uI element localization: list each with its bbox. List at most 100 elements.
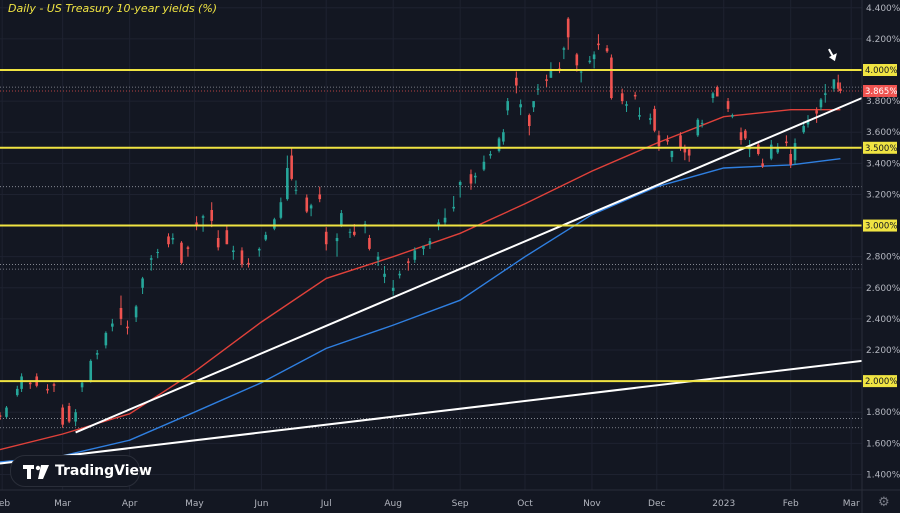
candle-body xyxy=(545,79,548,81)
y-axis[interactable]: 1.400% 1.600% 1.800% 2.200% 2.400% 2.600% 2.80… xyxy=(861,0,900,513)
tradingview-logo[interactable]: TradingView xyxy=(10,455,152,487)
candle-body xyxy=(785,141,788,144)
candle-body xyxy=(119,308,123,319)
gear-icon[interactable]: ⚙ xyxy=(878,495,890,510)
x-tick-label: May xyxy=(185,499,204,509)
candle-body xyxy=(5,407,8,417)
candle-body xyxy=(506,101,509,111)
candle-body xyxy=(532,101,535,108)
y-tick-label: 3.200% xyxy=(866,190,900,200)
tradingview-logo-icon xyxy=(23,464,49,479)
candle-body xyxy=(335,238,339,242)
candle-body xyxy=(625,104,628,106)
moving-average-red xyxy=(0,109,841,451)
candle-body xyxy=(610,57,613,98)
x-tick-label: Dec xyxy=(648,499,665,509)
candle-body xyxy=(489,154,492,156)
candle-body xyxy=(89,360,93,382)
candle-body xyxy=(700,122,704,124)
candle-body xyxy=(566,18,570,38)
level-label-bg xyxy=(863,64,897,76)
candle-body xyxy=(52,384,56,386)
trendline[interactable] xyxy=(0,359,863,465)
candle-body xyxy=(232,250,235,252)
candle-body xyxy=(28,382,32,385)
candle-body xyxy=(793,143,797,161)
candle-body xyxy=(757,144,760,154)
candle-body xyxy=(666,140,669,142)
candle-body xyxy=(186,247,190,249)
y-tick-label: 2.800% xyxy=(866,253,900,263)
level-label: 3.500% xyxy=(865,144,897,154)
candle-body xyxy=(819,99,823,108)
x-tick-label: Oct xyxy=(517,499,533,509)
y-tick-label: 4.200% xyxy=(866,35,900,45)
candle-body xyxy=(633,94,637,97)
trendline[interactable] xyxy=(75,97,863,434)
x-tick-label: Jul xyxy=(320,499,332,509)
candle-body xyxy=(353,231,356,235)
candle-body xyxy=(836,82,840,89)
candle-body xyxy=(744,130,747,139)
candle-body xyxy=(149,258,153,260)
candle-body xyxy=(413,250,417,260)
x-tick-label: Feb xyxy=(783,499,799,509)
candle-body xyxy=(305,197,309,212)
candle-body xyxy=(290,155,293,179)
candle-body xyxy=(216,238,220,248)
candle-body xyxy=(502,132,505,142)
candle-body xyxy=(482,161,486,170)
level-label: 4.000% xyxy=(865,66,897,76)
candle-body xyxy=(210,210,214,221)
trendlines[interactable] xyxy=(0,97,863,465)
candle-body xyxy=(549,70,553,78)
candle-body xyxy=(294,189,298,191)
candle-body xyxy=(683,147,687,153)
candle-body xyxy=(398,273,401,276)
candle-body xyxy=(806,121,810,125)
candle-body xyxy=(104,332,108,346)
candle-body xyxy=(340,213,343,226)
candle-body xyxy=(575,54,579,66)
y-tick-label: 3.600% xyxy=(866,128,900,138)
candle-body xyxy=(95,353,99,355)
candle-body xyxy=(324,231,328,245)
moving-averages xyxy=(0,109,841,463)
horizontal-levels[interactable]: 4.000% 3.500% 3.000% 2.000% 3.865% xyxy=(0,64,897,388)
y-tick-label: 3.800% xyxy=(866,97,900,107)
candle-body xyxy=(368,238,371,249)
last-price-label-bg xyxy=(863,85,897,97)
candle-body xyxy=(383,273,386,277)
candle-body xyxy=(657,135,661,147)
candle-body xyxy=(588,60,592,63)
candle-body xyxy=(126,326,129,329)
level-label-bg xyxy=(863,219,897,232)
x-tick-label: Nov xyxy=(583,499,601,509)
candle-body xyxy=(195,222,198,226)
candle-body xyxy=(469,174,473,184)
candle-body xyxy=(823,93,827,95)
candle-body xyxy=(679,135,682,148)
candle-body xyxy=(80,382,84,388)
candle-body xyxy=(452,206,455,209)
candle-body xyxy=(715,87,719,97)
x-tick-label: Mar xyxy=(54,499,71,509)
x-tick-label: Jun xyxy=(253,499,268,509)
x-tick-label: 2023 xyxy=(712,499,735,509)
candle-body xyxy=(597,43,600,46)
candle-body xyxy=(497,138,501,151)
candle-body xyxy=(605,48,609,52)
candle-body xyxy=(141,278,144,288)
candle-body xyxy=(156,252,160,253)
candle-body xyxy=(15,388,19,396)
candle-body xyxy=(731,115,734,117)
y-tick-label: 1.600% xyxy=(866,439,900,449)
candle-body xyxy=(74,412,77,422)
candle-body xyxy=(653,108,656,131)
y-tick-label: 2.200% xyxy=(866,346,900,356)
candle-body xyxy=(134,306,138,318)
x-axis[interactable]: Feb Mar Apr May Jun Jul Aug Sep Oct Nov Dec 2023 Feb… xyxy=(0,489,900,509)
candle-body xyxy=(519,104,522,108)
x-tick-label: Feb xyxy=(0,499,10,509)
